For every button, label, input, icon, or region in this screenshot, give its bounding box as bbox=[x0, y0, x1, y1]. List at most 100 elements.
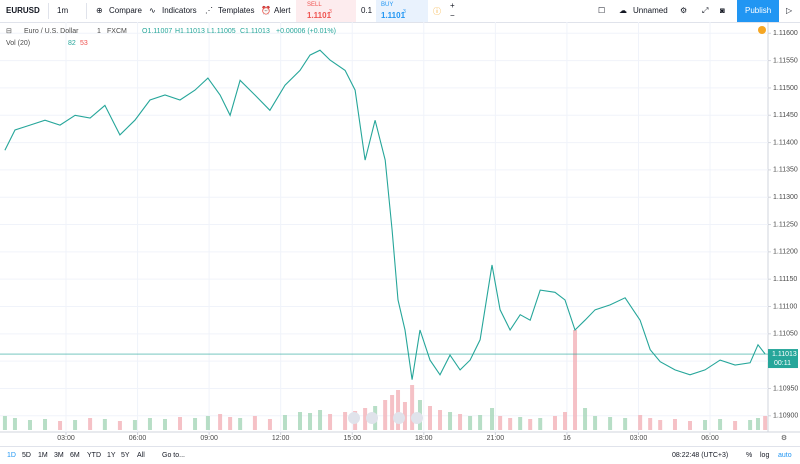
range-button[interactable]: 6M bbox=[70, 452, 80, 459]
layout-icon[interactable]: ☐ bbox=[598, 6, 606, 15]
volume-bar bbox=[593, 416, 598, 430]
y-tick-label: 1.11500 bbox=[773, 85, 798, 92]
volume-bar bbox=[458, 414, 463, 430]
plus-icon[interactable]: + bbox=[450, 1, 455, 10]
volume-bar bbox=[608, 417, 613, 430]
publish: Publish bbox=[745, 6, 772, 15]
buy-box[interactable] bbox=[376, 0, 428, 22]
volume-bar bbox=[552, 416, 557, 430]
warning-icon[interactable] bbox=[758, 26, 766, 34]
volume-bar bbox=[563, 412, 568, 430]
volume-bar bbox=[178, 417, 183, 430]
volume-bar bbox=[390, 395, 395, 430]
range-button[interactable]: 5Y bbox=[121, 452, 130, 459]
x-tick-label: 03:00 bbox=[630, 435, 648, 442]
volume-bar bbox=[748, 420, 753, 430]
volume-bar bbox=[252, 416, 257, 430]
volume-bar bbox=[228, 417, 233, 430]
volume-bar bbox=[383, 400, 388, 430]
x-tick-label: 16 bbox=[563, 435, 571, 442]
volume-bar bbox=[518, 417, 523, 430]
y-tick-label: 1.11150 bbox=[773, 276, 797, 283]
y-tick-label: 1.11100 bbox=[773, 303, 797, 310]
volume-bar bbox=[117, 421, 122, 430]
last-price-label: 1.11013 bbox=[772, 351, 797, 358]
volume-bar bbox=[402, 402, 407, 430]
x-tick-label: 12:00 bbox=[272, 435, 290, 442]
volume-bar bbox=[478, 415, 483, 430]
publish-button[interactable] bbox=[737, 0, 779, 22]
volume-bar bbox=[318, 410, 323, 430]
templates-icon: ⋰ bbox=[205, 6, 213, 15]
legend-high: H1.11013 bbox=[175, 28, 205, 35]
volume-bar bbox=[43, 419, 48, 430]
volume-bar bbox=[102, 419, 107, 430]
volume-bar bbox=[733, 421, 738, 430]
range-button[interactable]: 5D bbox=[22, 452, 31, 459]
range-button[interactable]: 1Y bbox=[107, 452, 116, 459]
axis-settings-icon[interactable]: ⚙ bbox=[781, 434, 787, 442]
volume-bar bbox=[448, 412, 453, 430]
indicators[interactable]: Indicators bbox=[162, 6, 197, 15]
volume-bar bbox=[205, 416, 210, 430]
scroll-right[interactable] bbox=[411, 412, 423, 424]
fullscreen-icon[interactable]: ⤢ bbox=[702, 6, 709, 15]
volume-bar bbox=[498, 416, 503, 430]
buy: BUY bbox=[381, 2, 394, 8]
sell-box[interactable] bbox=[296, 0, 356, 22]
settings-icon[interactable]: ⚙ bbox=[680, 6, 688, 15]
range-button[interactable]: 3M bbox=[54, 452, 64, 459]
legend-exchange: FXCM bbox=[107, 28, 127, 35]
x-tick-label: 18:00 bbox=[415, 435, 433, 442]
layout-name[interactable]: Unnamed bbox=[633, 6, 668, 15]
legend-name: Euro / U.S. Dollar bbox=[24, 28, 79, 35]
buy-price: 1.1101 bbox=[381, 11, 406, 20]
snapshot-icon[interactable]: ◙ bbox=[720, 6, 725, 15]
volume-bar bbox=[238, 418, 243, 430]
legend-change: +0.00006 (+0.01%) bbox=[276, 28, 336, 35]
volume-bar bbox=[623, 418, 628, 430]
x-tick-label: 15:00 bbox=[343, 435, 361, 442]
collapse-icon[interactable]: ⊟ bbox=[6, 28, 12, 35]
range-button[interactable]: 1M bbox=[38, 452, 48, 459]
y-tick-label: 1.11300 bbox=[773, 194, 798, 201]
alert[interactable]: Alert bbox=[274, 6, 291, 15]
alert-icon: ⏰ bbox=[261, 6, 271, 15]
scroll-left[interactable] bbox=[393, 412, 405, 424]
compare-icon: ⊕ bbox=[96, 6, 103, 15]
range-button[interactable]: 1D bbox=[7, 452, 16, 459]
interval[interactable]: 1m bbox=[57, 6, 69, 15]
symbol[interactable]: EURUSD bbox=[6, 6, 40, 15]
separator bbox=[48, 3, 49, 19]
x-tick-label: 06:00 bbox=[129, 435, 147, 442]
minus-icon[interactable]: − bbox=[450, 11, 455, 20]
log[interactable]: log bbox=[760, 452, 770, 459]
volume-bar bbox=[573, 330, 578, 430]
info-icon[interactable]: ⓘ bbox=[433, 7, 441, 16]
volume-bar bbox=[12, 418, 17, 430]
x-tick-label: 09:00 bbox=[200, 435, 218, 442]
x-tick-label: 03:00 bbox=[57, 435, 75, 442]
percent[interactable]: % bbox=[746, 452, 753, 459]
play-icon[interactable]: ▷ bbox=[786, 6, 793, 15]
y-tick-label: 1.11450 bbox=[773, 112, 798, 119]
volume-bar bbox=[468, 416, 473, 430]
legend-open: O1.11007 bbox=[142, 28, 172, 35]
volume-bar bbox=[528, 419, 533, 430]
top-toolbar: EURUSD 1m ⊕ Compare ∿ Indicators ⋰ Templ… bbox=[0, 0, 800, 23]
zoom-out[interactable] bbox=[348, 412, 360, 424]
range-button[interactable]: YTD bbox=[87, 452, 101, 459]
goto[interactable]: Go to... bbox=[162, 452, 185, 459]
auto[interactable]: auto bbox=[778, 452, 792, 459]
volume-bar bbox=[688, 421, 693, 430]
zoom-in[interactable] bbox=[366, 412, 378, 424]
legend-vol-b: 53 bbox=[80, 40, 88, 47]
sell-price: 1.1101 bbox=[307, 11, 332, 20]
separator bbox=[86, 3, 87, 19]
compare[interactable]: Compare bbox=[109, 6, 142, 15]
templates[interactable]: Templates bbox=[218, 6, 255, 15]
volume-bar bbox=[410, 385, 415, 430]
volume-bar bbox=[343, 412, 348, 430]
range-button[interactable]: All bbox=[137, 452, 145, 459]
volume-bar bbox=[508, 418, 513, 430]
